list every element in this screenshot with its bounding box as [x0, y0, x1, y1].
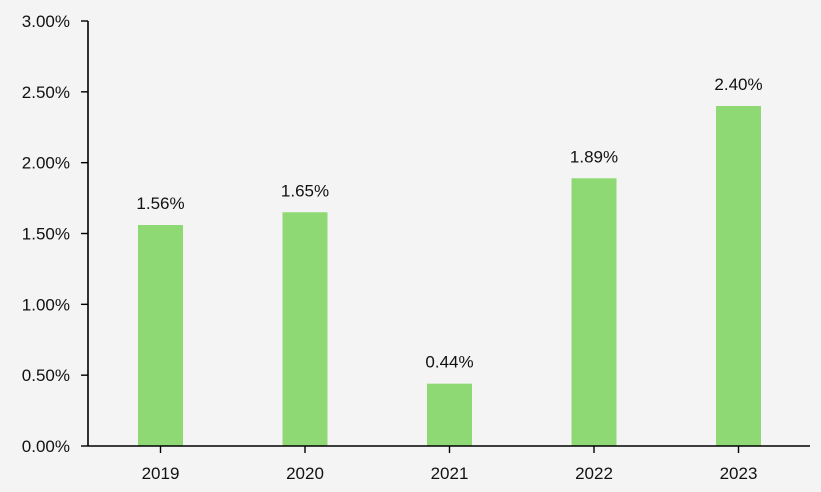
y-tick-label: 0.00% [22, 437, 70, 456]
y-tick-label: 1.00% [22, 295, 70, 314]
x-tick-label: 2021 [431, 464, 469, 483]
data-label-2023: 2.40% [714, 75, 762, 94]
data-label-2020: 1.65% [281, 181, 329, 200]
bar-2021 [427, 383, 472, 446]
x-axis-ticks: 2019 2020 2021 2022 2023 [142, 446, 758, 483]
bars-group [138, 106, 761, 446]
bar-2019 [138, 225, 183, 446]
x-tick-label: 2019 [142, 464, 180, 483]
y-tick-label: 3.00% [22, 12, 70, 31]
bar-2023 [716, 106, 761, 446]
y-tick-label: 1.50% [22, 225, 70, 244]
y-tick-label: 2.00% [22, 154, 70, 173]
y-tick-label: 0.50% [22, 366, 70, 385]
data-label-2022: 1.89% [570, 147, 618, 166]
x-tick-label: 2023 [720, 464, 758, 483]
bar-2020 [282, 212, 328, 446]
data-label-2019: 1.56% [136, 194, 184, 213]
data-label-2021: 0.44% [425, 353, 473, 372]
x-tick-label: 2022 [575, 464, 613, 483]
x-tick-label: 2020 [286, 464, 324, 483]
y-axis-ticks: 0.00% 0.50% 1.00% 1.50% 2.00% 2.50% 3.00% [22, 12, 88, 456]
data-labels-group: 1.56% 1.65% 0.44% 1.89% 2.40% [136, 75, 762, 372]
bar-2022 [571, 178, 617, 446]
y-tick-label: 2.50% [22, 83, 70, 102]
